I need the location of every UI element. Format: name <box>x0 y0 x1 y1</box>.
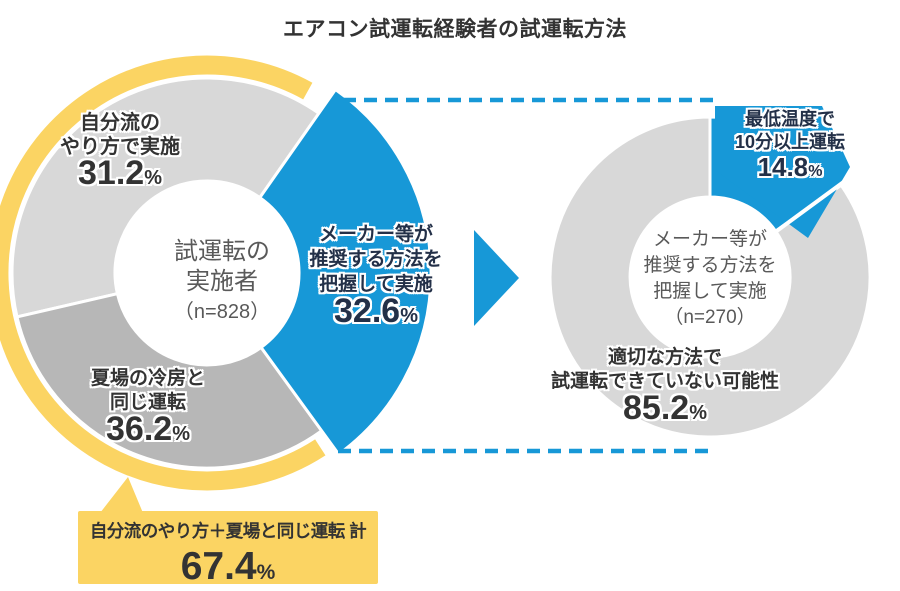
segment-label-line: 把握して実施 <box>319 274 433 295</box>
left-donut-yellow-highlight-arc <box>0 55 326 491</box>
segment-label-line: 夏場の冷房と <box>90 368 205 389</box>
yellow-callout-pointer <box>100 477 143 513</box>
center-label-line: 推奨する方法を <box>643 255 777 276</box>
left-donut-segment-maker-method <box>257 87 433 457</box>
left-donut-label-summer-mode: 夏場の冷房と 同じ運転 36.2% <box>58 367 238 447</box>
total-callout-label: 自分流のやり方＋夏場と同じ運転 計 <box>89 521 367 541</box>
sample-size: （n=828） <box>173 301 271 323</box>
left-donut-segment-summer-mode <box>15 291 324 470</box>
right-donut-center-label: メーカー等が 推奨する方法を 把握して実施 （n=270） <box>630 227 790 331</box>
segment-label-line: 推奨する方法を <box>309 249 443 270</box>
segment-label-line: 自分流の <box>80 112 160 134</box>
left-donut-center-label: 試運転の 実施者 （n=828） <box>137 237 307 327</box>
segment-value: 36.2% <box>106 410 190 448</box>
segment-label-line: 試運転できていない可能性 <box>550 371 779 392</box>
left-donut-label-own-way: 自分流の やり方で実施 31.2% <box>30 111 210 190</box>
center-label-line: 把握して実施 <box>653 281 767 302</box>
center-label-line: 試運転の <box>174 238 270 265</box>
segment-value: 32.6% <box>334 292 418 330</box>
right-donut-blue-label-callout <box>715 106 850 238</box>
segment-label-line: やり方で実施 <box>60 136 180 158</box>
sample-size: （n=270） <box>664 307 756 328</box>
segment-value: 14.8% <box>757 152 823 182</box>
right-donut-label-min-temp: 最低温度で 10分以上運転 14.8% <box>715 108 865 183</box>
segment-value: 31.2% <box>78 154 162 192</box>
right-donut-label-improper: 適切な方法で 試運転できていない可能性 85.2% <box>535 346 795 426</box>
segment-label-line: 最低温度で <box>745 109 835 129</box>
total-callout-box: 自分流のやり方＋夏場と同じ運転 計 67.4% <box>78 511 378 588</box>
flow-arrow-icon <box>474 230 519 326</box>
segment-label-line: 適切な方法で <box>607 347 722 368</box>
right-donut-segment-improper <box>548 115 872 439</box>
chart-title: エアコン試運転経験者の試運転方法 <box>283 18 627 41</box>
left-donut-label-maker-method: メーカー等が 推奨する方法を 把握して実施 32.6% <box>296 222 456 329</box>
total-callout-value: 67.4% <box>180 545 276 588</box>
segment-label-line: メーカー等が <box>318 224 433 245</box>
segment-label-line: 10分以上運転 <box>734 132 846 152</box>
left-donut-segment-own-way <box>10 76 321 319</box>
right-donut-segment-divider <box>772 165 866 235</box>
center-label-line: メーカー等が <box>652 229 767 250</box>
segment-label-line: 同じ運転 <box>109 392 186 413</box>
center-label-line: 実施者 <box>186 268 258 295</box>
segment-value: 85.2% <box>623 389 707 427</box>
